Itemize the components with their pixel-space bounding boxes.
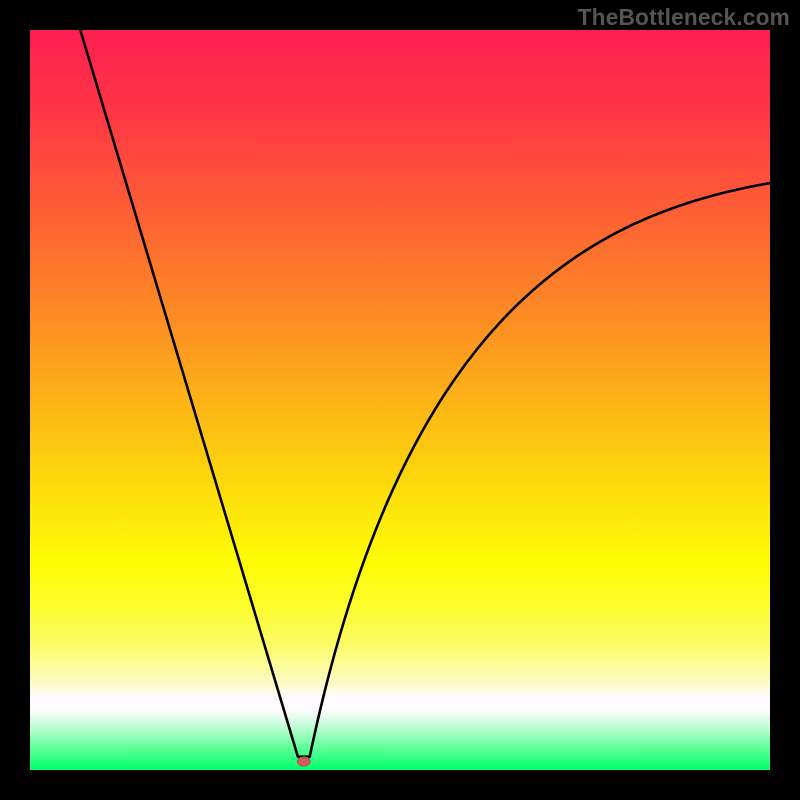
chart-container: TheBottleneck.com	[0, 0, 800, 800]
bottleneck-chart	[0, 0, 800, 800]
chart-background	[30, 30, 770, 770]
watermark-text: TheBottleneck.com	[578, 4, 790, 31]
optimal-point-marker	[297, 757, 310, 767]
